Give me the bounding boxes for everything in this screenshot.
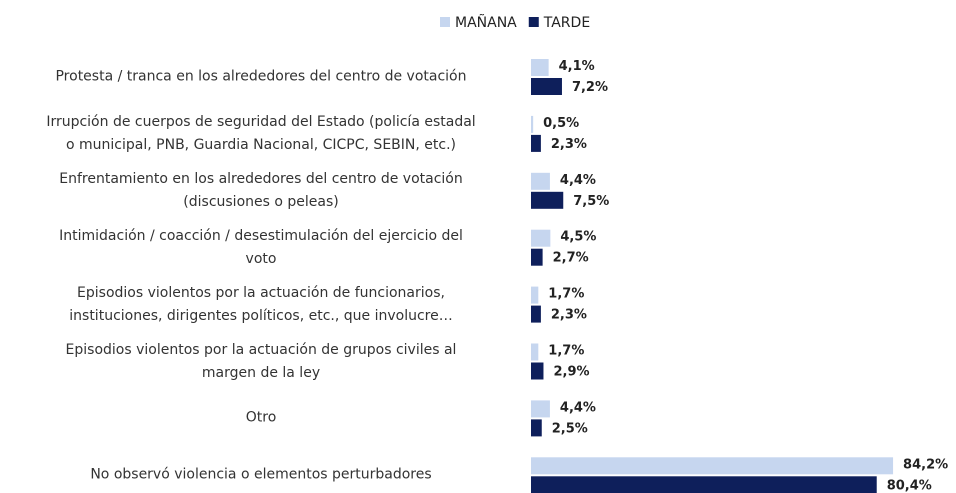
bar bbox=[531, 419, 542, 437]
value-label: 84,2% bbox=[903, 457, 948, 472]
category-label: Episodios violentos por la actuación de … bbox=[65, 341, 457, 381]
bar bbox=[531, 229, 551, 247]
category-label: Enfrentamiento en los alrededores del ce… bbox=[59, 170, 463, 210]
value-label: 80,4% bbox=[887, 478, 932, 493]
bar bbox=[531, 343, 539, 361]
bar bbox=[531, 191, 564, 209]
bar bbox=[531, 476, 877, 493]
value-label: 2,7% bbox=[553, 251, 589, 266]
value-label: 7,2% bbox=[572, 80, 608, 95]
bar bbox=[531, 362, 544, 380]
legend-label: MAÑANA bbox=[455, 14, 517, 31]
category-label: Intimidación / coacción / desestimulació… bbox=[59, 227, 463, 267]
bar bbox=[531, 248, 543, 266]
legend-swatch bbox=[528, 17, 539, 27]
value-label: 2,3% bbox=[551, 308, 587, 323]
bar bbox=[531, 172, 550, 190]
bar bbox=[531, 78, 562, 95]
bar bbox=[531, 400, 550, 418]
value-label: 4,4% bbox=[560, 173, 596, 188]
bar bbox=[531, 305, 541, 323]
bar bbox=[531, 59, 549, 76]
value-label: 4,5% bbox=[560, 230, 596, 245]
category-label: Protesta / tranca en los alrededores del… bbox=[55, 68, 467, 85]
bar bbox=[531, 457, 894, 475]
category-label: No observó violencia o elementos perturb… bbox=[90, 466, 432, 483]
value-label: 4,4% bbox=[560, 400, 596, 415]
category-label: Otro bbox=[245, 409, 277, 426]
value-label: 1,7% bbox=[548, 344, 584, 359]
value-label: 1,7% bbox=[548, 287, 584, 302]
category-label: Episodios violentos por la actuación de … bbox=[69, 284, 453, 324]
legend-swatch bbox=[440, 17, 450, 27]
bar bbox=[531, 286, 539, 304]
category-label: Irrupción de cuerpos de seguridad del Es… bbox=[46, 113, 476, 153]
bar bbox=[531, 134, 541, 152]
value-label: 4,1% bbox=[559, 59, 595, 74]
value-label: 2,3% bbox=[551, 137, 587, 152]
value-label: 2,9% bbox=[553, 365, 589, 380]
value-label: 0,5% bbox=[543, 116, 579, 131]
value-label: 7,5% bbox=[573, 194, 609, 209]
legend-label: TARDE bbox=[543, 15, 590, 31]
value-label: 2,5% bbox=[552, 421, 588, 436]
bar bbox=[531, 115, 534, 133]
